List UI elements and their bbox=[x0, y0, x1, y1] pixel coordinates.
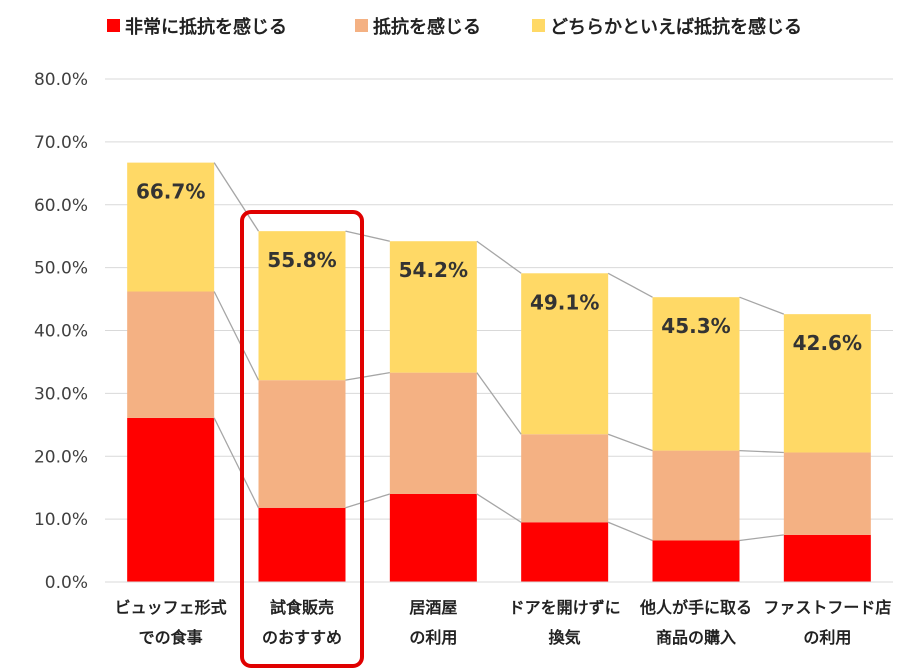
data-label: 42.6% bbox=[793, 331, 862, 355]
legend-swatch bbox=[532, 19, 545, 32]
bar-segment bbox=[389, 241, 477, 373]
x-category-label: の利用 bbox=[409, 628, 457, 647]
data-label: 66.7% bbox=[136, 180, 205, 204]
series-line bbox=[213, 417, 260, 509]
bar-segment bbox=[127, 162, 215, 292]
series-line bbox=[213, 162, 260, 232]
bar-segment bbox=[389, 493, 477, 582]
bar-segment bbox=[521, 522, 609, 582]
data-label: 49.1% bbox=[530, 290, 599, 314]
bar-segment bbox=[521, 273, 609, 435]
x-category-label: のおすすめ bbox=[262, 628, 342, 647]
highlight-box bbox=[240, 210, 364, 668]
series-line bbox=[739, 534, 784, 542]
bar-segment bbox=[783, 314, 871, 453]
y-tick-label: 60.0% bbox=[34, 196, 88, 216]
series-line bbox=[476, 493, 522, 523]
series-line bbox=[345, 371, 390, 381]
bar-segment bbox=[652, 540, 740, 582]
series-line bbox=[607, 433, 653, 452]
legend-label: どちらかといえば抵抗を感じる bbox=[550, 16, 802, 38]
bar-segment bbox=[783, 452, 871, 535]
legend-label: 抵抗を感じる bbox=[373, 16, 481, 38]
legend-label: 非常に抵抗を感じる bbox=[125, 16, 287, 38]
series-line bbox=[213, 291, 260, 381]
y-tick-label: 30.0% bbox=[34, 384, 88, 404]
bar-segment bbox=[652, 297, 740, 451]
x-category-label: の利用 bbox=[803, 628, 851, 647]
y-tick-label: 80.0% bbox=[34, 70, 88, 90]
legend-swatch bbox=[355, 19, 368, 32]
y-tick-label: 0.0% bbox=[45, 573, 88, 593]
bar-segment bbox=[389, 372, 477, 494]
series-line bbox=[739, 449, 784, 454]
series-line bbox=[476, 372, 522, 435]
x-category-label: 他人が手に取る bbox=[639, 598, 752, 617]
x-category-label: ドアを開けずに bbox=[509, 598, 621, 617]
x-category-label: 商品の購入 bbox=[656, 628, 736, 647]
y-tick-label: 40.0% bbox=[34, 322, 88, 342]
x-category-label: ビュッフェ形式 bbox=[115, 598, 227, 617]
y-tick-label: 70.0% bbox=[34, 133, 88, 153]
series-line bbox=[476, 240, 522, 274]
series-line bbox=[739, 296, 785, 315]
bar-segment bbox=[127, 417, 215, 582]
x-category-label: 換気 bbox=[549, 628, 581, 647]
data-label: 45.3% bbox=[661, 314, 730, 338]
series-line bbox=[607, 521, 653, 542]
series-line bbox=[345, 230, 390, 242]
x-category-label: での食事 bbox=[139, 628, 203, 647]
data-label: 55.8% bbox=[267, 248, 336, 272]
series-line bbox=[345, 493, 391, 509]
bar-segment bbox=[258, 231, 346, 381]
y-tick-label: 50.0% bbox=[34, 259, 88, 279]
x-category-label: ファストフード店 bbox=[763, 598, 891, 617]
x-category-label: 居酒屋 bbox=[409, 598, 457, 617]
series-line bbox=[607, 272, 653, 298]
x-category-label: 試食販売 bbox=[270, 598, 334, 617]
bar-segment bbox=[783, 534, 871, 582]
bar-segment bbox=[521, 434, 609, 523]
bar-segment bbox=[258, 507, 346, 582]
legend-swatch bbox=[107, 19, 120, 32]
y-tick-label: 10.0% bbox=[34, 510, 88, 530]
bar-segment bbox=[652, 450, 740, 541]
data-label: 54.2% bbox=[399, 258, 468, 282]
y-tick-label: 20.0% bbox=[34, 447, 88, 467]
bar-segment bbox=[258, 380, 346, 508]
bar-segment bbox=[127, 291, 215, 418]
